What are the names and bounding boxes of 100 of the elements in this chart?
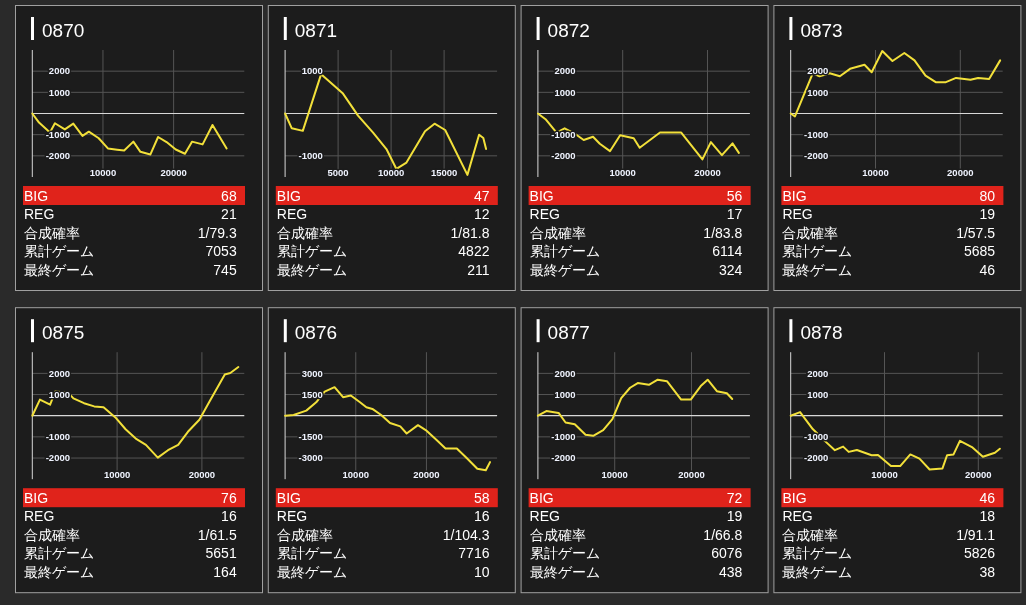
y-tick-label: -1500 — [298, 431, 323, 443]
text: REG — [276, 206, 308, 223]
text: REG — [24, 508, 55, 525]
chart-title: 0871 — [294, 20, 338, 41]
text: 164 — [213, 564, 237, 581]
text: 76 — [221, 489, 237, 506]
text: BIG — [276, 187, 301, 204]
y-tick-label: -1000 — [804, 128, 829, 140]
y-tick-label: 2000 — [554, 65, 576, 77]
text: 56 — [726, 187, 743, 204]
text: 17 — [726, 206, 743, 223]
text: 7716 — [458, 545, 490, 562]
text: 累計ゲーム — [276, 545, 347, 562]
text: 合成確率 — [529, 224, 586, 241]
y-tick-label: -2000 — [804, 150, 829, 162]
text: 合成確率 — [276, 224, 333, 241]
x-tick-label: 15000 — [430, 167, 458, 178]
y-tick-label: 2000 — [807, 367, 829, 379]
text: REG — [782, 508, 813, 525]
text: BIG — [529, 489, 554, 506]
text: 最終ゲーム — [24, 564, 94, 581]
text: 1/104.3 — [442, 526, 490, 543]
y-tick-label: 1500 — [301, 388, 323, 400]
text: 211 — [467, 261, 490, 278]
text: 累計ゲーム — [529, 545, 600, 562]
x-tick-label: 10000 — [342, 469, 369, 481]
text: 最終ゲーム — [24, 261, 94, 278]
x-tick-label: 5000 — [327, 167, 349, 178]
text: 18 — [979, 508, 996, 525]
text: BIG — [276, 489, 301, 506]
text: 累計ゲーム — [529, 243, 600, 260]
x-tick-label: 20000 — [160, 167, 187, 178]
text: 324 — [718, 261, 743, 278]
text: 5651 — [205, 545, 237, 562]
text: 438 — [718, 564, 743, 581]
text: 19 — [979, 206, 996, 223]
text: 1/79.3 — [197, 224, 237, 241]
text: 最終ゲーム — [529, 564, 600, 581]
chart-title: 0872 — [547, 20, 590, 41]
text: 累計ゲーム — [24, 243, 94, 260]
x-tick-label: 20000 — [965, 469, 992, 481]
chart-title: 0876 — [294, 322, 338, 344]
text: 最終ゲーム — [782, 261, 853, 278]
text: BIG — [782, 489, 807, 506]
text: 合成確率 — [782, 224, 839, 241]
text: 6114 — [712, 243, 743, 260]
text: 合成確率 — [24, 526, 80, 543]
x-tick-label: 10000 — [871, 469, 898, 481]
text: 21 — [221, 206, 237, 223]
x-tick-label: 10000 — [862, 167, 889, 178]
text: 745 — [213, 261, 237, 278]
x-tick-label: 10000 — [103, 469, 131, 481]
text: 累計ゲーム — [276, 243, 347, 260]
text: 19 — [726, 508, 743, 525]
text: 最終ゲーム — [276, 261, 347, 278]
text: REG — [782, 206, 813, 223]
text: BIG — [529, 187, 554, 204]
text: 10 — [473, 564, 490, 581]
text: 合成確率 — [782, 526, 839, 543]
text: 5685 — [963, 243, 996, 260]
text: 1/61.5 — [197, 526, 237, 543]
chart-title: 0877 — [547, 322, 590, 344]
y-tick-label: -1000 — [45, 431, 70, 443]
text: 80 — [979, 187, 996, 204]
y-tick-label: 2000 — [807, 65, 829, 77]
y-tick-label: 1000 — [301, 65, 323, 77]
y-tick-label: 1000 — [807, 388, 829, 400]
x-tick-label: 20000 — [947, 167, 974, 178]
text: 合成確率 — [276, 526, 333, 543]
text: 46 — [979, 489, 996, 506]
y-tick-label: -2000 — [45, 452, 70, 464]
text: 4822 — [458, 243, 490, 260]
text: REG — [24, 206, 55, 223]
y-tick-label: 2000 — [554, 367, 576, 379]
text: REG — [276, 508, 308, 525]
y-tick-label: -3000 — [298, 452, 323, 464]
text: 38 — [979, 564, 996, 581]
y-tick-label: 2000 — [48, 65, 70, 77]
x-tick-label: 20000 — [188, 469, 216, 481]
y-tick-label: -1000 — [298, 150, 323, 162]
text: 12 — [473, 206, 490, 223]
text: BIG — [24, 489, 49, 506]
x-tick-label: 20000 — [694, 167, 721, 178]
text: 72 — [726, 489, 743, 506]
x-tick-label: 10000 — [609, 167, 636, 178]
text: 累計ゲーム — [782, 545, 853, 562]
y-tick-label: -2000 — [551, 452, 576, 464]
y-tick-label: 1000 — [807, 86, 829, 98]
text: 1/81.8 — [450, 224, 490, 241]
x-tick-label: 20000 — [678, 469, 705, 481]
y-tick-label: -2000 — [45, 150, 70, 162]
y-tick-label: 1000 — [48, 86, 70, 98]
text: 58 — [473, 489, 490, 506]
y-tick-label: 1000 — [554, 388, 576, 400]
y-tick-label: 2000 — [48, 367, 70, 379]
text: 1/91.1 — [956, 526, 996, 543]
text: 16 — [221, 508, 237, 525]
text: 最終ゲーム — [782, 564, 853, 581]
y-tick-label: 1000 — [554, 86, 576, 98]
text: 合成確率 — [24, 224, 80, 241]
